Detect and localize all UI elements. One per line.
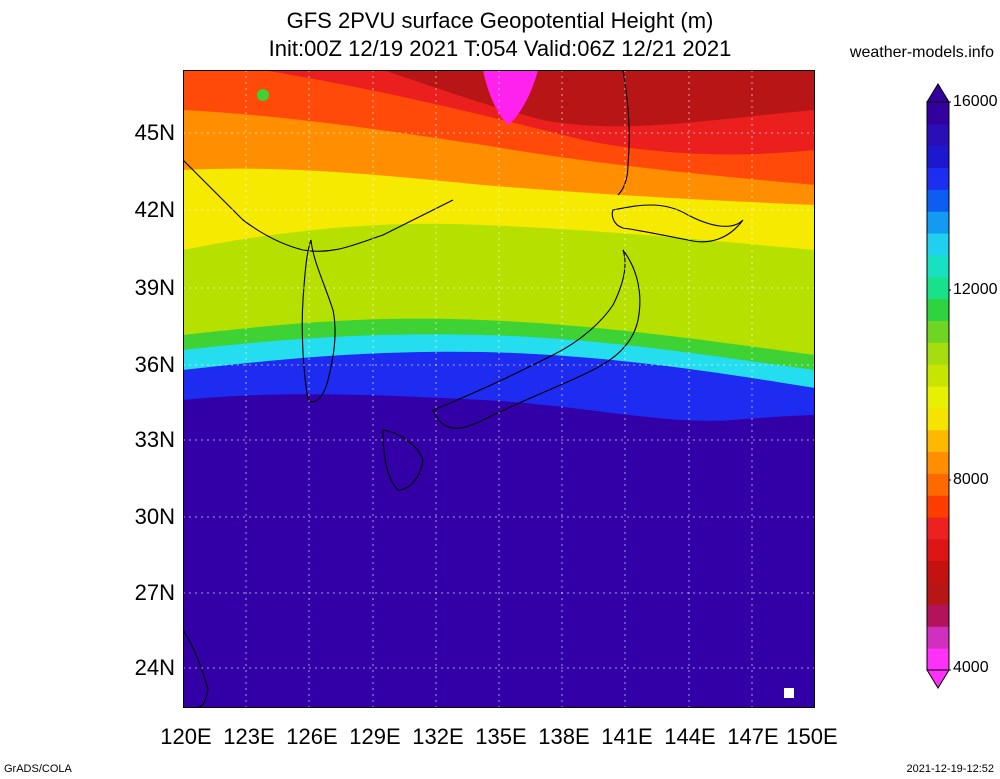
map-plot — [183, 70, 815, 708]
map-marker-square — [784, 688, 794, 698]
coastline-kyushu — [382, 429, 424, 491]
lat-label-24n: 24N — [134, 655, 175, 680]
lat-label-45n: 45N — [134, 120, 175, 145]
colorbar-segment — [927, 233, 949, 256]
map-frame — [183, 70, 815, 708]
colorbar-segments — [927, 102, 949, 671]
colorbar-label-8000: 8000 — [953, 471, 989, 488]
site-watermark: weather-models.info — [849, 44, 994, 61]
coastline-china — [183, 159, 454, 252]
colorbar-top-arrow — [926, 83, 950, 103]
colorbar-segment — [927, 386, 949, 409]
coastline-taiwan — [183, 629, 209, 708]
colorbar-label-16000: 16000 — [953, 93, 998, 110]
lon-label-141e: 141E — [601, 724, 653, 749]
lon-label-120e: 120E — [160, 724, 212, 749]
lat-label-33n: 33N — [134, 427, 175, 452]
lon-label-123e: 123E — [223, 724, 275, 749]
colorbar-segment — [927, 189, 949, 212]
colorbar-frame — [926, 101, 950, 671]
colorbar-segment — [927, 123, 949, 147]
colorbar-segment — [927, 342, 949, 365]
colorbar-segment — [927, 167, 949, 190]
lon-label-144e: 144E — [664, 724, 716, 749]
colorbar-segment — [927, 320, 949, 343]
colorbar-segment — [927, 517, 949, 540]
map-title-line-1: GFS 2PVU surface Geopotential Height (m) — [286, 8, 714, 33]
lat-label-36n: 36N — [134, 352, 175, 377]
colorbar-segment — [927, 102, 949, 125]
colorbar-segment — [927, 254, 949, 278]
graticule — [183, 70, 815, 708]
lon-label-132e: 132E — [412, 724, 464, 749]
footer-software-label: GrADS/COLA — [4, 763, 72, 775]
colorbar-segment — [927, 276, 949, 300]
lon-label-150e: 150E — [786, 724, 838, 749]
colorbar-segment — [927, 429, 949, 453]
coastline-korea — [301, 239, 336, 403]
colorbar-segment — [927, 473, 949, 496]
colorbar-segment — [927, 145, 949, 169]
lat-label-42n: 42N — [134, 197, 175, 222]
lat-label-30n: 30N — [134, 504, 175, 529]
colorbar-segment — [927, 604, 949, 627]
map-title-line-2: Init:00Z 12/19 2021 T:054 Valid:06Z 12/2… — [268, 36, 732, 61]
colorbar-segment — [927, 582, 949, 605]
lon-label-126e: 126E — [286, 724, 338, 749]
coastline-hokkaido — [611, 204, 744, 243]
colorbar-segment — [927, 560, 949, 584]
colorbar-label-12000: 12000 — [953, 281, 998, 298]
lon-label-147e: 147E — [727, 724, 779, 749]
colorbar-bottom-arrow — [926, 669, 950, 689]
colorbar-segment — [927, 626, 949, 649]
colorbar-segment — [927, 538, 949, 562]
colorbar-segment — [927, 495, 949, 518]
colorbar — [926, 83, 951, 689]
lon-label-135e: 135E — [475, 724, 527, 749]
colorbar-label-4000: 4000 — [953, 659, 989, 676]
lon-label-138e: 138E — [538, 724, 590, 749]
colorbar-segment — [927, 407, 949, 431]
lat-label-27n: 27N — [134, 580, 175, 605]
colorbar-segment — [927, 451, 949, 474]
footer-timestamp: 2021-12-19-12:52 — [906, 763, 994, 775]
colorbar-segment — [927, 364, 949, 387]
field-band-magenta — [483, 70, 538, 125]
map-field-svg — [183, 70, 815, 708]
lon-label-129e: 129E — [349, 724, 401, 749]
lat-label-39n: 39N — [134, 275, 175, 300]
field-spot-green — [257, 89, 269, 101]
colorbar-segment — [927, 298, 949, 321]
colorbar-segment — [927, 648, 949, 671]
coastline-sakhalin — [617, 70, 630, 196]
colorbar-segment — [927, 211, 949, 234]
